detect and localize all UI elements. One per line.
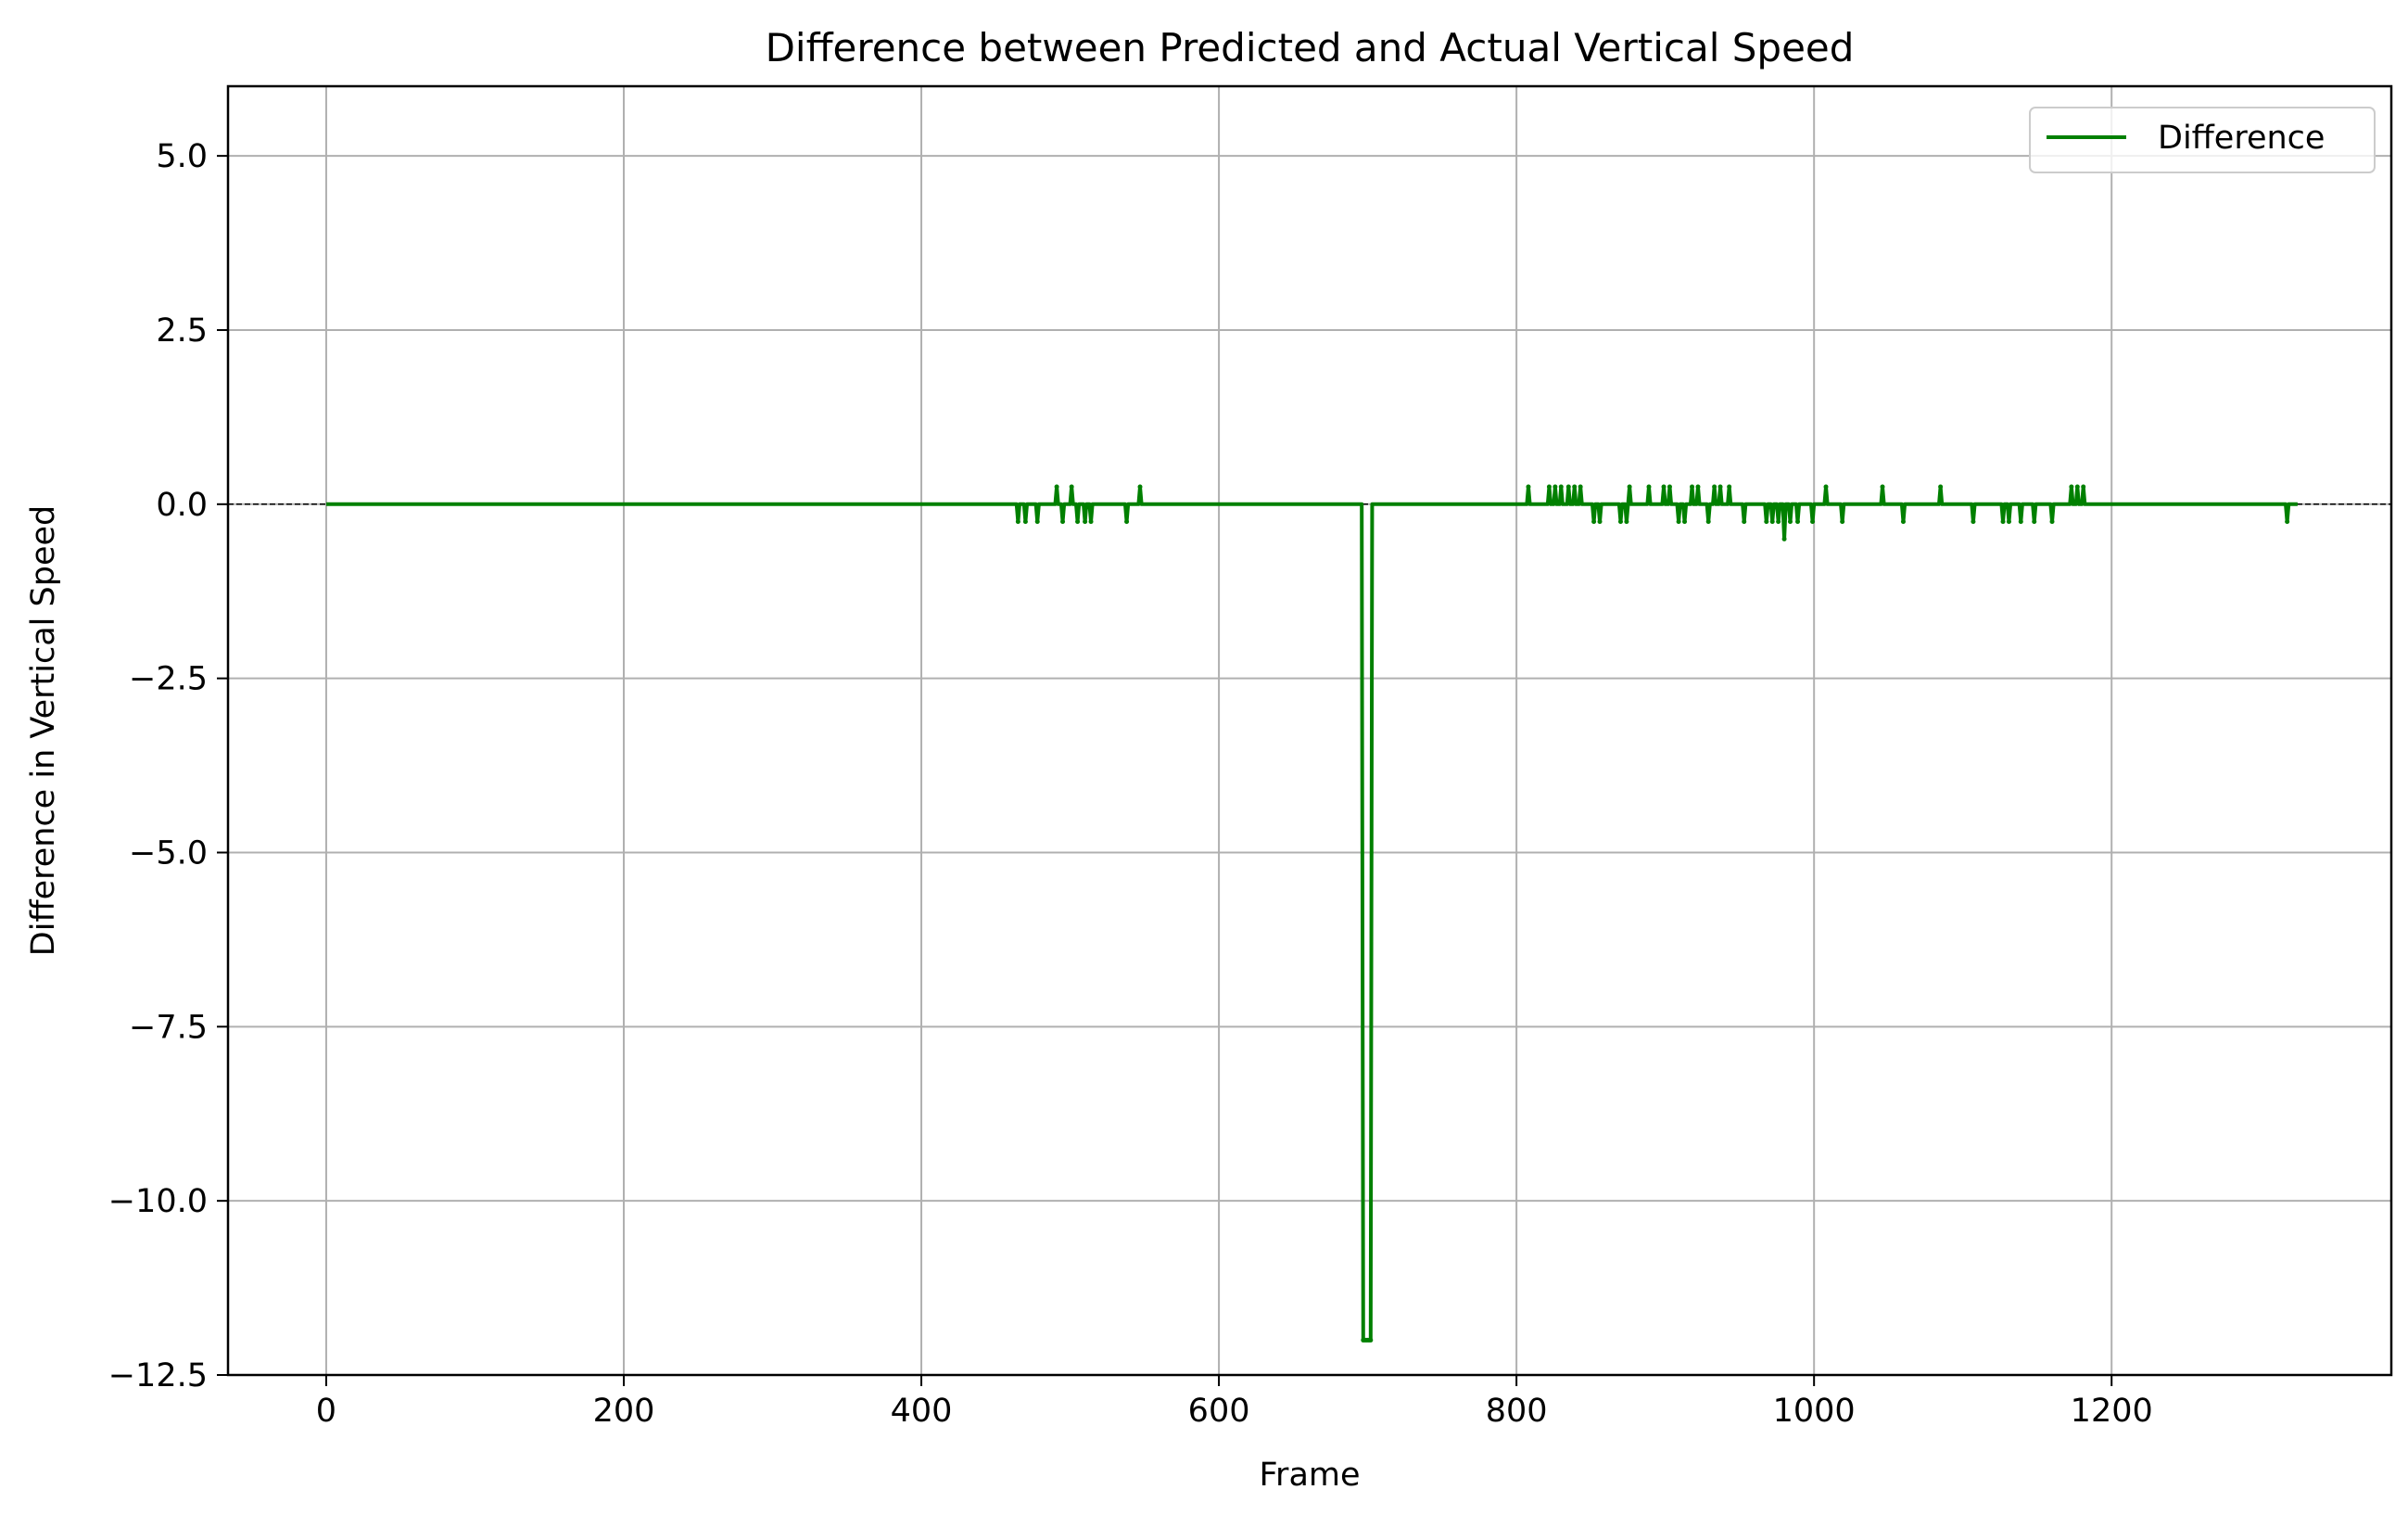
legend-label-difference: Difference (2158, 120, 2325, 157)
data-point (1137, 484, 1143, 490)
data-point (2049, 519, 2055, 525)
series-line-difference (325, 485, 2299, 1343)
data-point (1597, 519, 1603, 525)
data-point (2018, 519, 2023, 525)
data-point (1795, 519, 1801, 525)
data-point (2074, 484, 2080, 490)
data-point (1617, 519, 1623, 525)
y-tick-label: −2.5 (129, 661, 208, 698)
data-point (1787, 519, 1793, 525)
y-tick-label: 2.5 (156, 312, 208, 350)
data-point (1781, 536, 1787, 541)
y-tick-label: 0.0 (156, 487, 208, 524)
data-point (2006, 519, 2011, 525)
x-tick-label: 1200 (2071, 1393, 2153, 1430)
data-point (1083, 519, 1088, 525)
data-point (1769, 519, 1775, 525)
data-point (1823, 484, 1829, 490)
data-point (1627, 484, 1632, 490)
x-tick-label: 200 (593, 1393, 655, 1430)
data-point (1717, 484, 1723, 490)
data-point (1880, 484, 1885, 490)
x-axis-label: Frame (1259, 1457, 1360, 1494)
data-point (1124, 519, 1130, 525)
data-point (1742, 519, 1747, 525)
data-point (1690, 484, 1695, 490)
data-point (2069, 484, 2074, 490)
data-point (1075, 519, 1081, 525)
data-point (1971, 519, 1976, 525)
data-point (1764, 519, 1769, 525)
data-point (1526, 484, 1531, 490)
data-point (1022, 519, 1028, 525)
data-point (1810, 519, 1816, 525)
data-point (1565, 484, 1571, 490)
x-tick-label: 400 (891, 1393, 953, 1430)
data-point (1368, 1337, 1374, 1343)
data-point (2000, 519, 2006, 525)
data-point (1624, 519, 1629, 525)
y-tick-label: −10.0 (108, 1183, 208, 1220)
data-point (1900, 519, 1906, 525)
y-tick-label: −12.5 (108, 1357, 208, 1394)
x-tick-label: 0 (316, 1393, 336, 1430)
data-point (1705, 519, 1711, 525)
data-point (1661, 484, 1667, 490)
y-tick-label: −7.5 (129, 1009, 208, 1046)
data-point (2032, 519, 2037, 525)
data-point (1776, 519, 1781, 525)
y-tick-label: −5.0 (129, 834, 208, 872)
data-point (1015, 519, 1020, 525)
data-point (1546, 484, 1552, 490)
x-tick-label: 1000 (1773, 1393, 1856, 1430)
data-point (1553, 484, 1558, 490)
y-axis-label: Difference in Vertical Speed (25, 505, 62, 956)
legend-box (2029, 107, 2376, 173)
data-point (1712, 484, 1717, 490)
data-point (1667, 484, 1672, 490)
plot-area-frame (226, 84, 2393, 1377)
data-point (1069, 484, 1074, 490)
data-point (1060, 519, 1066, 525)
data-point (1088, 519, 1094, 525)
data-point (1676, 519, 1681, 525)
data-point (2081, 484, 2086, 490)
data-point (1558, 484, 1564, 490)
legend: Difference (2029, 107, 2376, 173)
data-point (1840, 519, 1845, 525)
data-point (1578, 484, 1583, 490)
axis-ticks: 0 200 400 600 800 1000 1200 5.0 2.5 0.0 −2.5 −5.0 −7… (108, 138, 2153, 1430)
data-point (1695, 484, 1701, 490)
data-point (1938, 484, 1944, 490)
data-point (1034, 519, 1040, 525)
data-point (1591, 519, 1597, 525)
y-tick-label: 5.0 (156, 138, 208, 175)
chart-title: Difference between Predicted and Actual … (766, 25, 1855, 70)
series-difference (325, 484, 2299, 1343)
data-point (1572, 484, 1578, 490)
data-point (1727, 484, 1732, 490)
data-point (1054, 484, 1059, 490)
data-point (2285, 519, 2290, 525)
x-tick-label: 800 (1486, 1393, 1548, 1430)
data-point (1646, 484, 1652, 490)
data-point (1682, 519, 1688, 525)
x-tick-label: 600 (1188, 1393, 1250, 1430)
